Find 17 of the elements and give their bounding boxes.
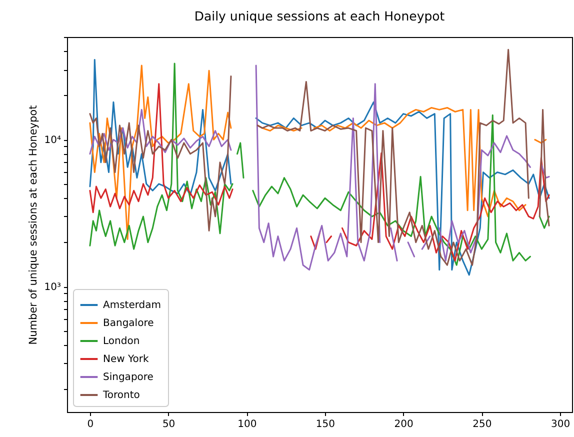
legend-label: New York [103, 354, 149, 365]
x-tick-label: 100 [238, 419, 257, 430]
legend-label: Amsterdam [103, 300, 162, 311]
x-tick-label: 150 [316, 419, 336, 430]
y-tick-label: 10⁴ [44, 135, 61, 146]
x-tick-label: 0 [87, 419, 94, 430]
legend-label: London [103, 336, 140, 347]
legend-label: Toronto [102, 390, 140, 401]
x-tick-label: 250 [472, 419, 492, 430]
legend-label: Bangalore [103, 318, 154, 329]
legend-label: Singapore [103, 372, 154, 383]
x-tick-label: 200 [394, 419, 414, 430]
y-tick-label: 10³ [44, 282, 61, 294]
x-tick-label: 300 [550, 419, 570, 430]
x-tick-label: 50 [162, 419, 176, 430]
chart-title: Daily unique sessions at each Honeypot [194, 8, 445, 24]
y-axis-title: Number of unique sessions at each Honeypot [27, 105, 40, 345]
